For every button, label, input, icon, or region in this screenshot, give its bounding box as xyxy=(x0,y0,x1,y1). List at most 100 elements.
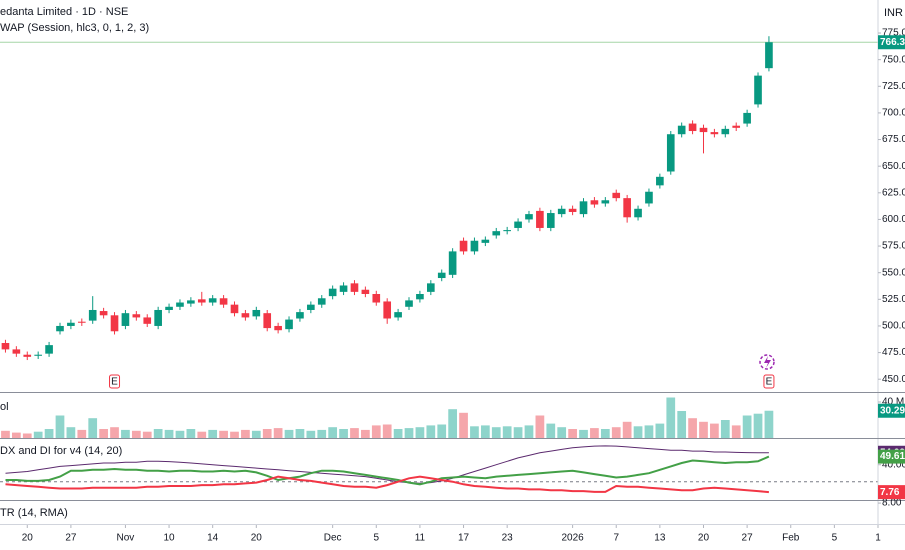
x-tick-label: 2026 xyxy=(561,533,584,544)
x-tick-label: 20 xyxy=(698,533,710,544)
y-tick-label: 650.00 xyxy=(882,161,905,172)
volume-bar xyxy=(764,410,774,438)
volume-bar xyxy=(480,425,490,438)
currency: INR xyxy=(884,7,903,19)
x-tick-label: 5 xyxy=(374,533,380,544)
x-tick-label: 27 xyxy=(742,533,754,544)
alert-icon[interactable] xyxy=(759,354,775,370)
candle-body xyxy=(307,304,315,310)
candle-body xyxy=(536,210,544,228)
volume-bar xyxy=(131,430,141,438)
candle-body xyxy=(77,321,86,323)
candle-body xyxy=(612,192,621,199)
volume-bar xyxy=(742,415,752,438)
volume-bar xyxy=(361,429,370,438)
candle-body xyxy=(405,300,413,307)
y-tick-label: 625.00 xyxy=(882,187,905,198)
volume-bar xyxy=(219,430,228,438)
candle-body xyxy=(546,213,555,228)
indicator-line xyxy=(5,445,769,484)
volume-bar xyxy=(491,427,501,438)
volume-bar xyxy=(590,428,599,438)
volume-bar xyxy=(284,429,294,438)
volume-bar xyxy=(175,430,185,438)
indicator-line xyxy=(5,475,769,494)
y-tick-label: 575.00 xyxy=(882,241,905,252)
volume-bar xyxy=(121,429,130,438)
earnings-marker-label: E xyxy=(766,377,773,388)
y-tick-label: 500.00 xyxy=(882,321,905,332)
volume-bar xyxy=(579,429,588,438)
price-badge-label: 7.76 xyxy=(880,487,900,498)
x-tick-label: 17 xyxy=(458,533,470,544)
y-tick-label: 450.00 xyxy=(882,374,905,385)
candle-body xyxy=(656,176,664,186)
candle-body xyxy=(274,325,282,331)
volume-bar xyxy=(382,424,392,438)
price-badge-label: 49.61 xyxy=(880,451,905,462)
volume-bar xyxy=(33,431,43,438)
x-tick-label: Nov xyxy=(117,533,135,544)
y-tick-label: 40 M xyxy=(882,397,904,408)
volume-bar xyxy=(110,427,119,438)
volume-bar xyxy=(371,425,381,438)
volume-bar xyxy=(611,427,621,438)
x-tick-label: 10 xyxy=(163,533,175,544)
y-tick-label: 600.00 xyxy=(882,214,905,225)
volume-bar xyxy=(11,432,21,438)
y-tick-label: 725.00 xyxy=(882,81,905,92)
volume-bar xyxy=(99,429,108,438)
candle-body xyxy=(590,200,599,205)
y-tick-label: 775.00 xyxy=(882,28,905,39)
volume-bar xyxy=(22,433,32,438)
volume-bar xyxy=(88,418,98,438)
candle-body xyxy=(383,301,392,319)
candle-body xyxy=(99,311,108,316)
volume-bar xyxy=(622,421,632,438)
y-tick-label: 550.00 xyxy=(882,267,905,278)
volume-bar xyxy=(415,427,425,438)
y-tick-label: 750.00 xyxy=(882,54,905,65)
candle-body xyxy=(765,42,773,69)
x-tick-label: 27 xyxy=(65,533,77,544)
x-tick-label: Feb xyxy=(782,533,800,544)
volume-bar xyxy=(699,421,708,438)
volume-bar xyxy=(655,423,665,438)
candle-body xyxy=(197,299,206,303)
y-tick-label: 700.00 xyxy=(882,108,905,119)
volume-bar xyxy=(208,429,218,438)
candle-body xyxy=(525,214,533,220)
earnings-marker-label: E xyxy=(111,377,118,388)
candle-body xyxy=(176,302,184,307)
candle-body xyxy=(154,309,162,326)
volume-bar xyxy=(273,428,283,438)
volume-bar xyxy=(251,430,261,438)
candle-body xyxy=(754,75,762,105)
volume-bar xyxy=(448,409,457,438)
earnings-marker xyxy=(109,374,121,389)
candle-body xyxy=(45,345,53,354)
x-tick-label: 11 xyxy=(415,533,426,544)
x-tick-label: 13 xyxy=(654,533,666,544)
volume-bar xyxy=(600,429,610,438)
volume-bar xyxy=(731,425,741,438)
volume-bar xyxy=(753,413,763,438)
candle-body xyxy=(208,298,217,303)
candle-body xyxy=(23,354,32,357)
volume-bar xyxy=(470,426,479,438)
candle-body xyxy=(1,343,10,350)
volume-bar xyxy=(142,431,152,438)
volume-bar xyxy=(404,428,414,438)
volume-bar xyxy=(426,425,436,438)
volume-bar xyxy=(535,415,545,438)
candle-body xyxy=(721,128,730,135)
candle-body xyxy=(699,127,708,133)
candle-body xyxy=(12,349,21,354)
volume-bar xyxy=(720,420,730,438)
y-tick-label: 475.00 xyxy=(882,347,905,358)
candle-body xyxy=(34,354,42,356)
x-tick-label: 14 xyxy=(207,533,219,544)
x-tick-label: 20 xyxy=(251,533,263,544)
volume-bar xyxy=(197,431,207,438)
candle-body xyxy=(623,198,631,218)
